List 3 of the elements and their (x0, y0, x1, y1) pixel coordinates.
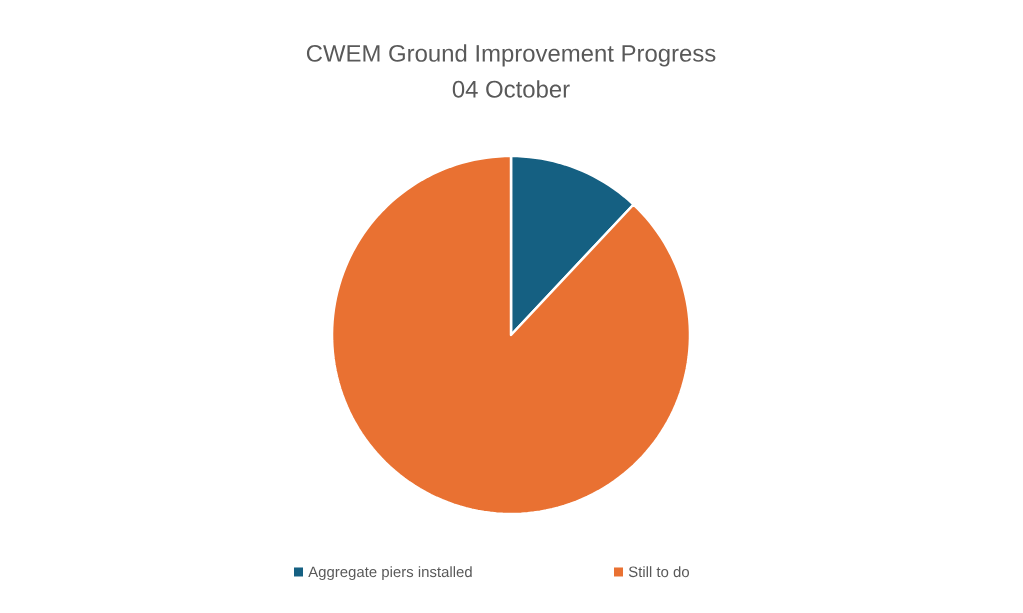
legend-label: Aggregate piers installed (308, 566, 472, 581)
legend-label: Still to do (628, 566, 690, 578)
chart-title: CWEM Ground Improvement Progress 04 October (306, 44, 716, 98)
